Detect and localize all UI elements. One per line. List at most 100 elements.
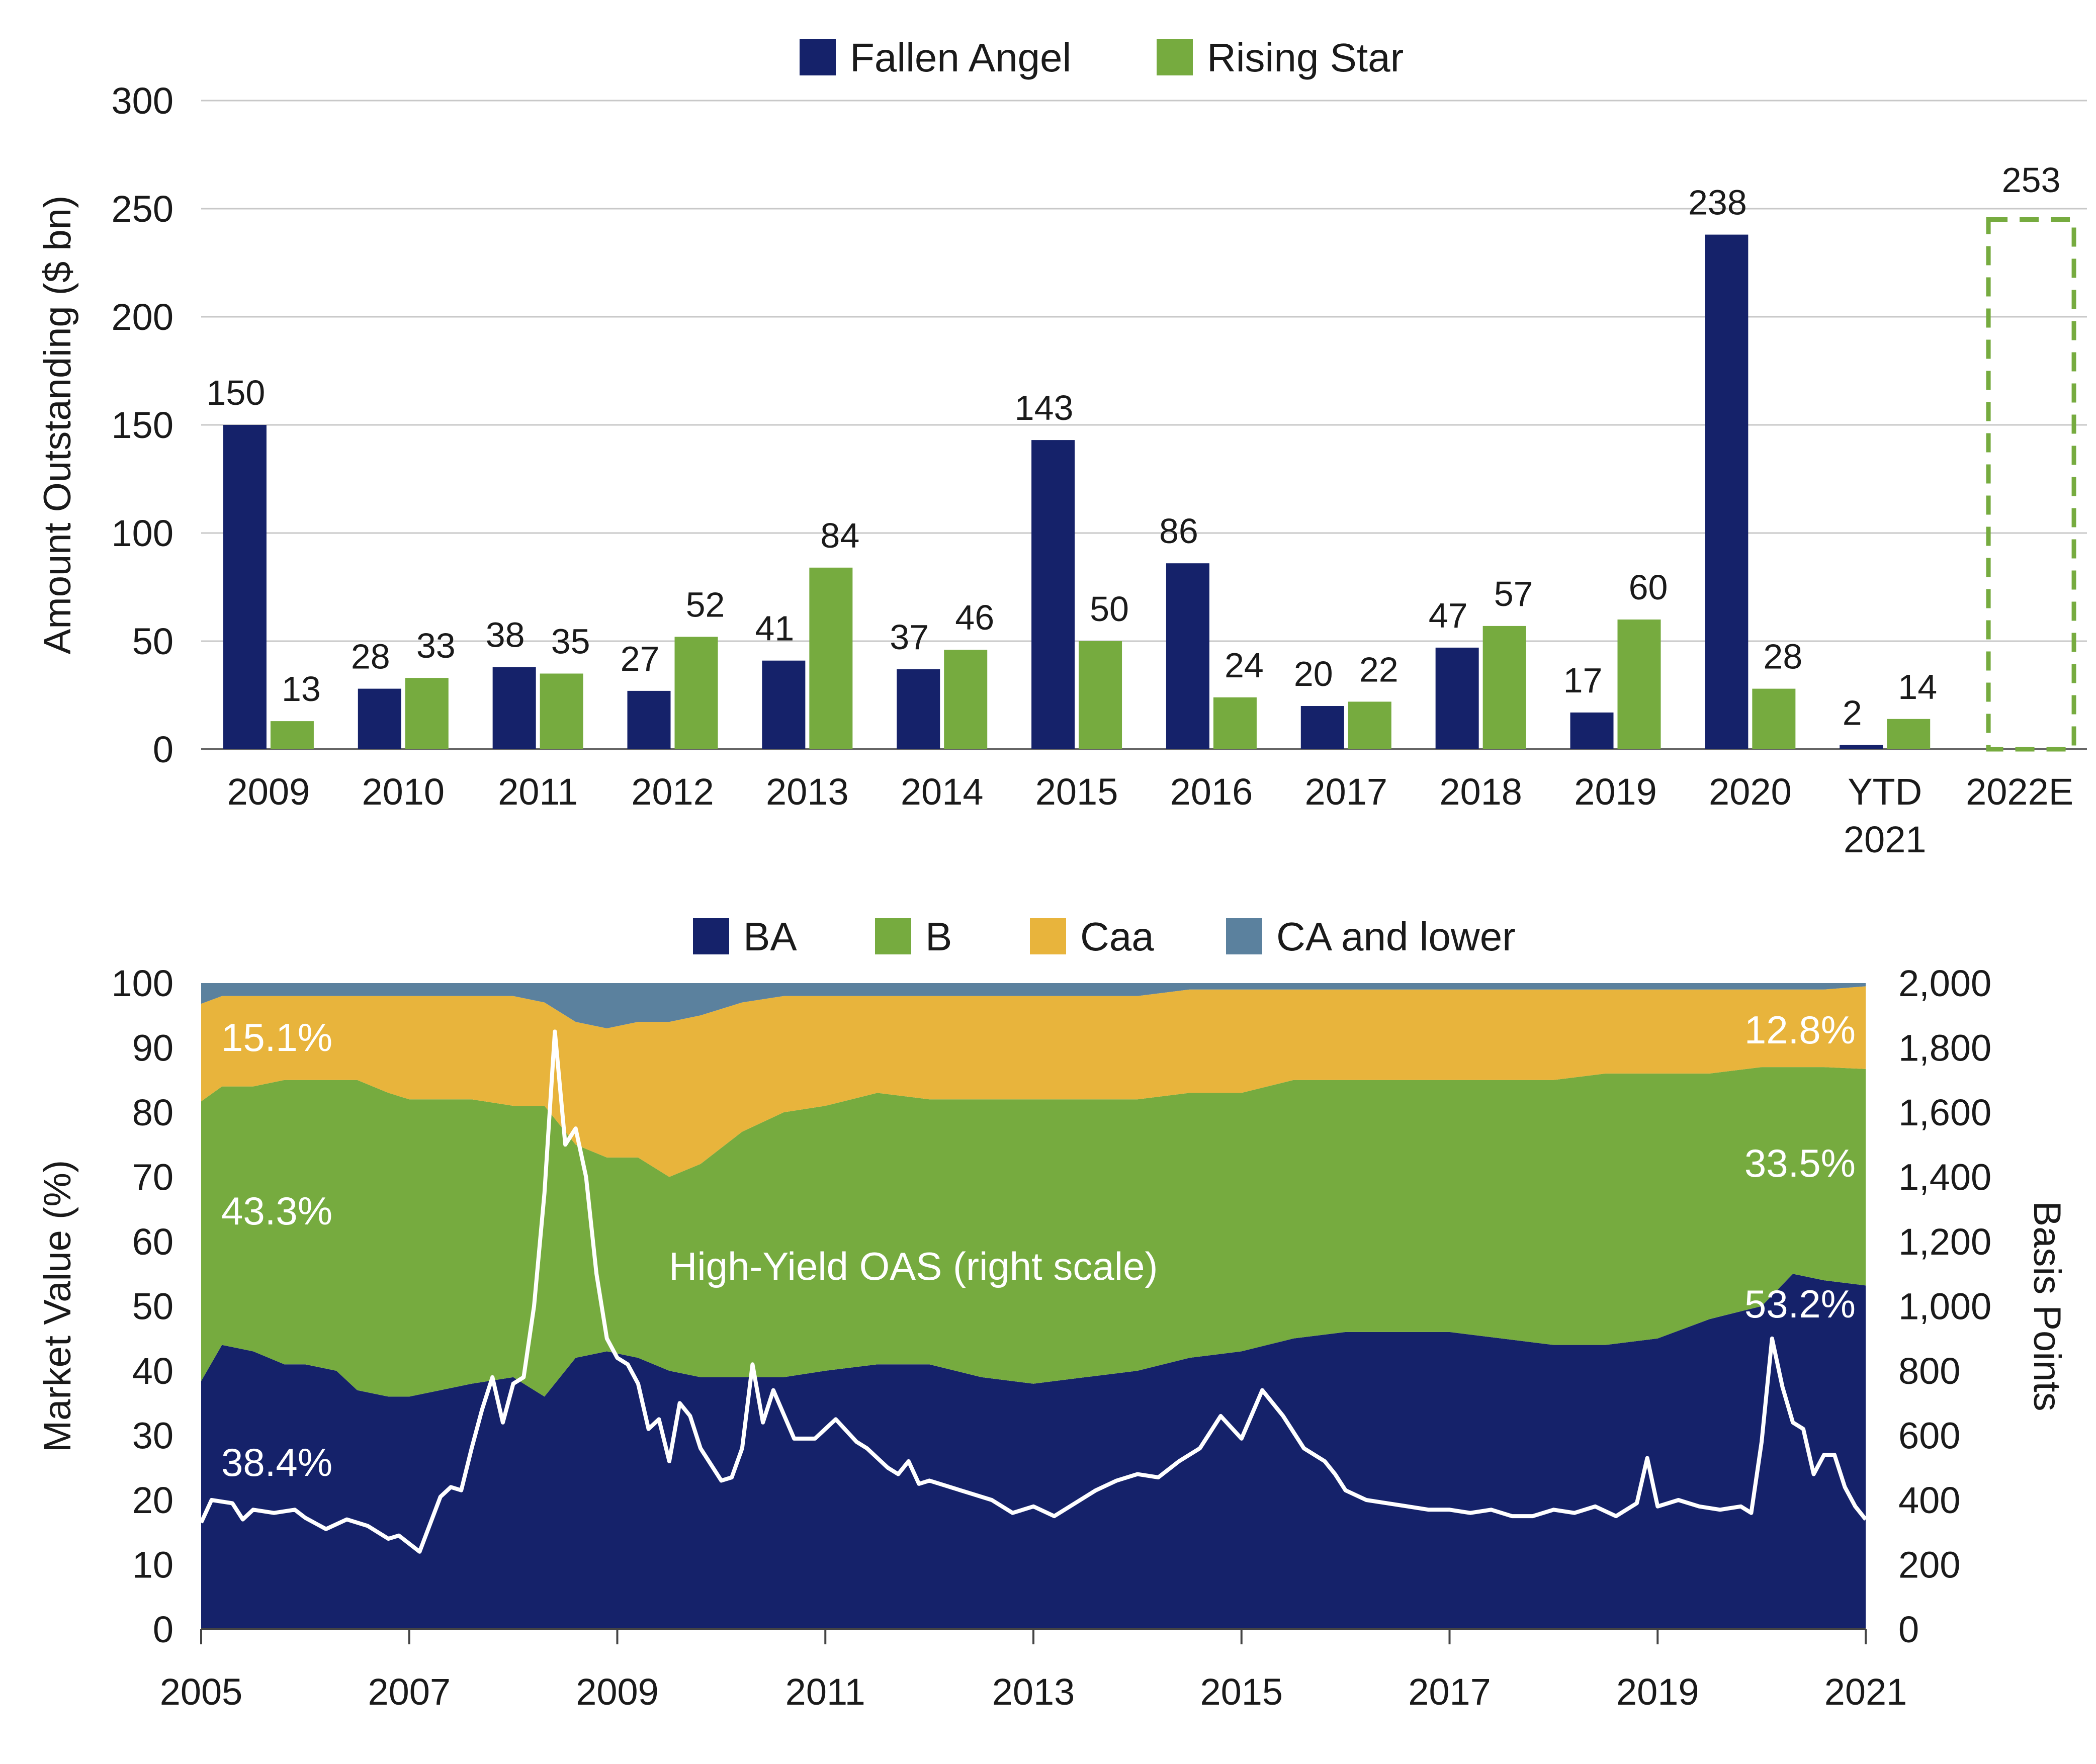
bar-fallen-angel-2018 (1435, 647, 1479, 749)
bar-label-fallen-angel-2013: 41 (755, 609, 794, 648)
legend-swatch-b (875, 918, 911, 954)
right-y-tick-0: 0 (1898, 1609, 1919, 1650)
bar-rising-star-YTD-2021 (1887, 719, 1931, 749)
legend-swatch-fallen-angel (800, 39, 836, 75)
bar-rising-star-2013 (809, 567, 853, 749)
bar-label-fallen-angel-2016: 86 (1159, 511, 1198, 551)
area-chart-axes: 0 10 20 30 40 50 60 70 80 90 100 0 200 400 600 800 1,000… (112, 962, 1992, 1713)
left-y-tick-90: 90 (132, 1027, 173, 1069)
legend-swatch-ba (693, 918, 729, 954)
bar-label-rising-star-2015: 50 (1090, 589, 1129, 629)
legend-swatch-ca-and-lower (1226, 918, 1262, 954)
x-tick-2009: 2009 (576, 1671, 659, 1713)
legend-label-fallen-angel: Fallen Angel (850, 35, 1071, 80)
y-tick-100: 100 (112, 512, 173, 554)
x-tick-2013: 2013 (766, 771, 849, 813)
x-tick-2017: 2017 (1304, 771, 1387, 813)
x-tick-2017: 2017 (1408, 1671, 1491, 1713)
bar-chart-y-ticks: 0 50 100 150 200 250 300 (112, 80, 173, 770)
legend-label-ba: BA (743, 914, 797, 959)
x-tick-2018: 2018 (1439, 771, 1522, 813)
line-high-yield-oas (199, 1029, 1868, 1554)
bar-rising-star-2018 (1482, 626, 1526, 749)
bar-fallen-angel-2017 (1300, 706, 1344, 749)
bar-fallen-angel-2009 (223, 425, 267, 749)
x-tick-2005: 2005 (160, 1671, 243, 1713)
legend-label-ca-and-lower: CA and lower (1276, 914, 1516, 959)
bar-label-estimate-2022E: 253 (2002, 160, 2061, 200)
area-chart-right-axis-title: Basis Points (2026, 1201, 2068, 1411)
bar-fallen-angel-2012 (627, 690, 671, 749)
bar-rising-star-2009 (270, 721, 314, 749)
bar-label-rising-star-2010: 33 (416, 626, 456, 665)
right-y-tick-200: 200 (1898, 1544, 1960, 1586)
bar-rising-star-2015 (1079, 641, 1122, 749)
right-y-tick-1200: 1,200 (1898, 1221, 1991, 1263)
right-y-tick-600: 600 (1898, 1415, 1960, 1457)
annotation-b-end: 33.5% (1744, 1141, 1856, 1185)
bar-label-fallen-angel-2018: 47 (1429, 596, 1468, 635)
bar-label-rising-star-2011: 35 (551, 622, 590, 661)
bar-label-fallen-angel-2020: 238 (1688, 183, 1747, 222)
annotation-caa-end: 12.8% (1744, 1008, 1856, 1052)
bar-label-fallen-angel-2011: 38 (486, 615, 525, 655)
legend-swatch-rising-star (1157, 39, 1193, 75)
right-y-tick-1800: 1,800 (1898, 1027, 1991, 1069)
bar-label-fallen-angel-2017: 20 (1294, 654, 1333, 693)
bar-chart: Fallen Angel Rising Star 0501001502002503… (36, 35, 2087, 860)
area-chart-stacked-areas (201, 983, 1866, 1629)
x-tick-2020: 2020 (1709, 771, 1792, 813)
bar-rising-star-2019 (1617, 620, 1661, 749)
area-ca-and-lower (201, 983, 1866, 1028)
left-y-tick-80: 80 (132, 1092, 173, 1133)
bar-label-rising-star-2017: 22 (1359, 650, 1399, 689)
x-tick-YTD-2021-line1: YTD (1848, 771, 1922, 813)
bar-chart-x-ticks: 2009 2010 2011 2012 2013 2014 2015 2016 2017 2018… (227, 771, 2073, 860)
left-y-tick-70: 70 (132, 1157, 173, 1198)
bar-label-fallen-angel-2009: 150 (207, 373, 266, 412)
bar-rising-star-2020 (1752, 688, 1796, 749)
bar-rising-star-2014 (944, 650, 988, 749)
left-y-tick-30: 30 (132, 1415, 173, 1457)
area-ba (201, 1274, 1866, 1629)
x-tick-2019: 2019 (1616, 1671, 1699, 1713)
annotation-ba-start: 38.4% (221, 1440, 332, 1484)
bar-label-fallen-angel-YTD-2021: 2 (1843, 693, 1862, 732)
right-y-tick-400: 400 (1898, 1479, 1960, 1521)
y-tick-150: 150 (112, 404, 173, 446)
annotation-b-start: 43.3% (221, 1189, 332, 1233)
x-tick-2013: 2013 (992, 1671, 1075, 1713)
area-chart: BA B Caa CA and lower High-Yield OAS (right… (36, 914, 2068, 1713)
left-y-tick-50: 50 (132, 1286, 173, 1328)
y-tick-250: 250 (112, 188, 173, 230)
legend-label-rising-star: Rising Star (1207, 35, 1404, 80)
bar-chart-y-axis-title: Amount Outstanding ($ bn) (36, 196, 79, 655)
bar-label-rising-star-2014: 46 (955, 598, 994, 637)
legend-label-caa: Caa (1080, 914, 1154, 959)
annotation-caa-start: 15.1% (221, 1015, 332, 1060)
x-tick-YTD-2021-line2: 2021 (1844, 819, 1927, 860)
bar-label-rising-star-2018: 57 (1494, 574, 1533, 613)
bar-label-rising-star-2012: 52 (686, 585, 725, 624)
bar-fallen-angel-2016 (1166, 563, 1209, 749)
x-tick-2011: 2011 (498, 771, 578, 813)
bar-chart-bars: 150 13 28 33 38 35 27 52 41 84 37 46 143 50 86 24 20 22 47… (207, 160, 2076, 752)
y-tick-50: 50 (132, 621, 173, 662)
left-y-tick-10: 10 (132, 1544, 173, 1586)
area-chart-annotations: 38.4% 43.3% 15.1% 53.2% 33.5% 12.8% 0.5% (221, 935, 1856, 1484)
x-tick-2016: 2016 (1170, 771, 1253, 813)
bar-label-fallen-angel-2012: 27 (621, 639, 660, 678)
x-tick-2011: 2011 (785, 1671, 865, 1713)
bar-label-rising-star-2013: 84 (820, 516, 859, 555)
bar-rising-star-2016 (1213, 697, 1257, 749)
x-tick-2012: 2012 (631, 771, 714, 813)
bar-label-fallen-angel-2014: 37 (890, 618, 929, 657)
bar-label-rising-star-YTD-2021: 14 (1898, 667, 1937, 707)
bar-fallen-angel-2013 (762, 660, 806, 749)
x-tick-2014: 2014 (901, 771, 984, 813)
bar-chart-gridlines (201, 100, 2087, 750)
line-label-high-yield-oas: High-Yield OAS (right scale) (669, 1244, 1158, 1288)
bar-label-rising-star-2009: 13 (282, 669, 321, 709)
